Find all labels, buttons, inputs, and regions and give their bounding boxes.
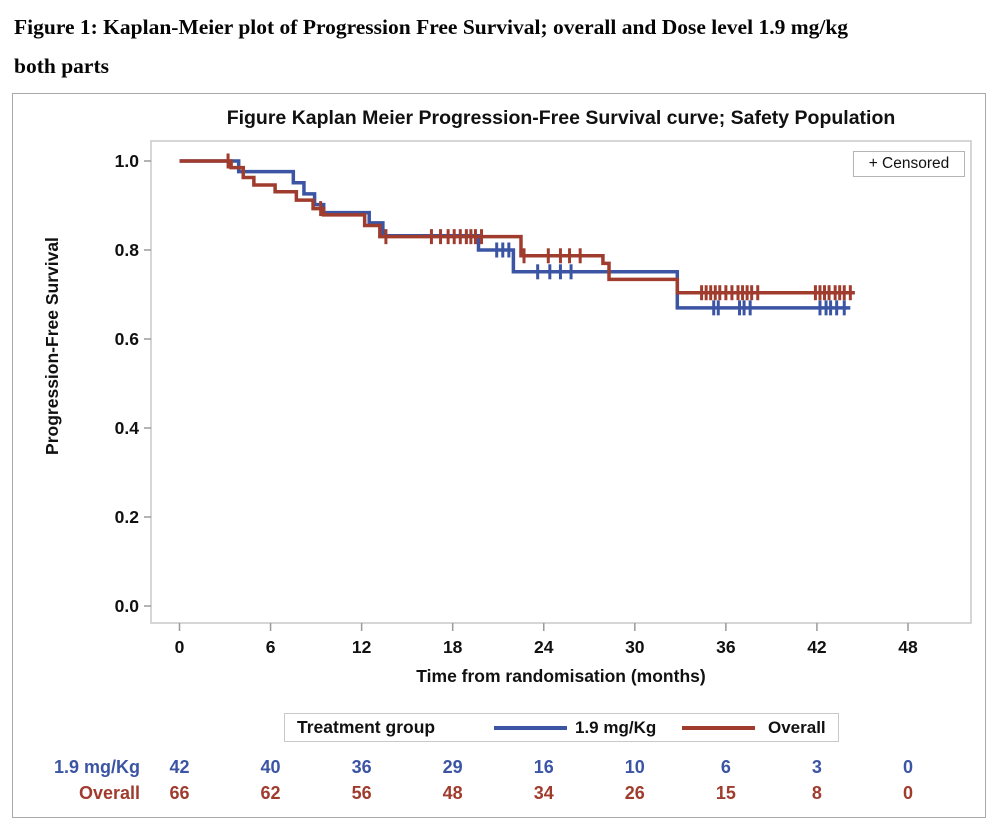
at-risk-count: 34 (533, 783, 554, 803)
censored-legend: + Censored (853, 151, 965, 177)
at-risk-count: 3 (811, 757, 822, 777)
document-heading: Figure 1: Kaplan-Meier plot of Progressi… (14, 8, 986, 86)
km-plot-svg: 1.0 0.8 0.6 0.4 0.2 0.0 0 6 12 18 24 30 36 42 48 Time f… (42, 140, 972, 686)
y-tick-label: 0.6 (115, 329, 140, 349)
x-tick-label: 48 (898, 637, 918, 657)
x-tick-label: 42 (807, 637, 827, 657)
x-tick-label: 6 (266, 637, 276, 657)
at-risk-row-label: Overall (78, 783, 140, 803)
at-risk-count: 66 (169, 783, 190, 803)
at-risk-count: 36 (351, 757, 372, 777)
at-risk-count: 42 (169, 757, 190, 777)
at-risk-count: 16 (533, 757, 554, 777)
y-tick-label: 1.0 (115, 151, 140, 171)
at-risk-count: 8 (811, 783, 822, 803)
treatment-legend: Treatment group 1.9 mg/Kg Overall (284, 713, 839, 742)
y-axis-title: Progression-Free Survival (42, 237, 62, 455)
legend-swatch-dose (494, 726, 567, 730)
at-risk-count: 0 (902, 783, 913, 803)
y-tick-label: 0.8 (115, 240, 140, 260)
at-risk-row-overall: Overall 66 62 56 48 34 26 15 8 0 (13, 781, 987, 805)
y-tick-label: 0.0 (115, 596, 140, 616)
x-tick-label: 24 (534, 637, 554, 657)
x-tick-label: 18 (443, 637, 463, 657)
y-tick-label: 0.2 (115, 507, 140, 527)
x-axis-title: Time from randomisation (months) (416, 666, 705, 686)
km-curve-dose (179, 159, 851, 310)
plot-frame (150, 140, 972, 624)
chart-title: Figure Kaplan Meier Progression-Free Sur… (226, 107, 896, 129)
document-heading-line1: Figure 1: Kaplan-Meier plot of Progressi… (14, 15, 849, 39)
at-risk-count: 29 (442, 757, 463, 777)
at-risk-count: 62 (260, 783, 281, 803)
censored-legend-label: + Censored (868, 155, 950, 172)
km-curve-overall (179, 159, 855, 295)
legend-label-dose: 1.9 mg/Kg (575, 718, 657, 737)
at-risk-count: 6 (720, 757, 731, 777)
legend-swatch-overall (682, 726, 755, 730)
legend-title: Treatment group (297, 717, 436, 737)
x-tick-label: 30 (625, 637, 645, 657)
at-risk-count: 48 (442, 783, 463, 803)
at-risk-count: 56 (351, 783, 372, 803)
at-risk-count: 10 (624, 757, 645, 777)
document-heading-line2: both parts (14, 54, 109, 78)
at-risk-count: 26 (624, 783, 645, 803)
at-risk-count: 0 (902, 757, 913, 777)
km-figure: 1.0 0.8 0.6 0.4 0.2 0.0 0 6 12 18 24 30 36 42 48 Time f… (12, 93, 986, 818)
x-tick-label: 0 (175, 637, 185, 657)
at-risk-count: 40 (260, 757, 281, 777)
x-tick-label: 12 (352, 637, 372, 657)
at-risk-count: 15 (715, 783, 736, 803)
y-tick-label: 0.4 (115, 418, 140, 438)
at-risk-row-label: 1.9 mg/Kg (53, 757, 140, 777)
legend-label-overall: Overall (768, 718, 826, 737)
x-tick-label: 36 (716, 637, 736, 657)
at-risk-row-dose: 1.9 mg/Kg 42 40 36 29 16 10 6 3 0 (13, 755, 987, 779)
